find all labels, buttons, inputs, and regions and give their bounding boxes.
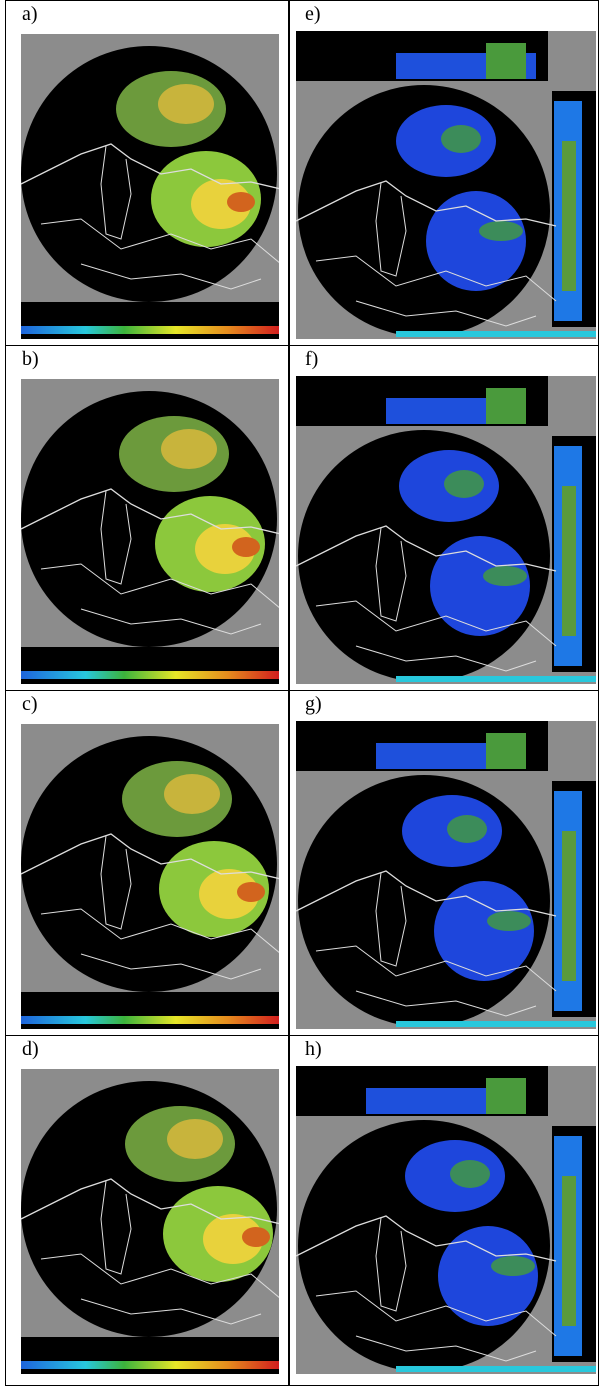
panel-label: c) [22, 693, 38, 715]
map-border [315, 1290, 557, 1337]
echo [232, 537, 260, 557]
echo [191, 179, 251, 229]
profile-echo [486, 733, 526, 769]
table-cell: b) [5, 345, 290, 691]
panel-label: e) [305, 3, 321, 25]
echo [158, 84, 214, 124]
map-border [296, 1215, 557, 1262]
colorbar [396, 676, 596, 682]
radar-image [21, 724, 279, 1029]
echo [450, 1160, 490, 1188]
map-border [315, 945, 557, 992]
echo [227, 192, 255, 212]
map-border [375, 872, 407, 967]
echo [491, 1256, 535, 1276]
echo [434, 881, 534, 981]
panel-label: a) [22, 3, 38, 25]
echo [242, 1227, 270, 1247]
map-border [296, 870, 557, 917]
profile-echo [562, 486, 576, 636]
echo [195, 524, 255, 574]
echo [444, 470, 484, 498]
table-cell: d) [5, 1035, 290, 1386]
map-border [296, 525, 557, 572]
table-cell: f) [288, 345, 599, 691]
profile-echo [486, 1078, 526, 1114]
map-border [315, 600, 557, 647]
map-border [100, 1180, 132, 1275]
panel-label: h) [305, 1038, 322, 1060]
map-border [40, 218, 279, 263]
map-border [80, 608, 262, 635]
map-border [315, 255, 557, 302]
map-border [355, 645, 537, 672]
echo [167, 1119, 223, 1159]
profile-echo [486, 388, 526, 424]
map-border [100, 490, 132, 585]
radar-image [296, 376, 596, 684]
map-border [80, 1298, 262, 1325]
radar-image [296, 721, 596, 1029]
table-cell: h) [288, 1035, 599, 1386]
profile-echo [562, 831, 576, 981]
colorbar [396, 1021, 596, 1027]
map-border [375, 182, 407, 277]
table-cell: e) [288, 0, 599, 346]
table-cell: g) [288, 690, 599, 1036]
table-cell: c) [5, 690, 290, 1036]
map-border [21, 488, 279, 535]
echo [487, 911, 531, 931]
echo [426, 191, 526, 291]
colorbar [21, 1016, 279, 1024]
map-border [355, 1335, 537, 1362]
colorbar [21, 1361, 279, 1369]
echo [441, 125, 481, 153]
profile-echo [366, 1088, 506, 1114]
colorbar [396, 331, 596, 337]
radar-image [21, 34, 279, 339]
radar-image [21, 379, 279, 684]
radar-image [21, 1069, 279, 1374]
map-border [355, 300, 537, 327]
map-border [40, 908, 279, 953]
map-border [80, 263, 262, 290]
panel-label: d) [22, 1038, 39, 1060]
echo [203, 1214, 263, 1264]
echo [447, 815, 487, 843]
profile-echo [486, 43, 526, 79]
echo [483, 566, 527, 586]
profile-echo [562, 141, 576, 291]
echo [164, 774, 220, 814]
echo [438, 1226, 538, 1326]
colorbar [21, 671, 279, 679]
map-border [40, 563, 279, 608]
colorbar [396, 1366, 596, 1372]
radar-image [296, 1066, 596, 1374]
colorbar [21, 326, 279, 334]
map-border [100, 835, 132, 930]
map-border [296, 180, 557, 227]
panel-label: g) [305, 693, 322, 715]
echo [161, 429, 217, 469]
table-cell: a) [5, 0, 290, 346]
panel-label: b) [22, 348, 39, 370]
map-border [21, 833, 279, 880]
echo [479, 221, 523, 241]
radar-image [296, 31, 596, 339]
echo [237, 882, 265, 902]
map-border [100, 145, 132, 240]
map-border [375, 527, 407, 622]
profile-echo [562, 1176, 576, 1326]
map-border [80, 953, 262, 980]
panel-label: f) [305, 348, 319, 370]
map-border [40, 1253, 279, 1298]
map-border [21, 143, 279, 190]
map-border [355, 990, 537, 1017]
map-border [21, 1178, 279, 1225]
echo [430, 536, 530, 636]
map-border [375, 1217, 407, 1312]
echo [199, 869, 259, 919]
